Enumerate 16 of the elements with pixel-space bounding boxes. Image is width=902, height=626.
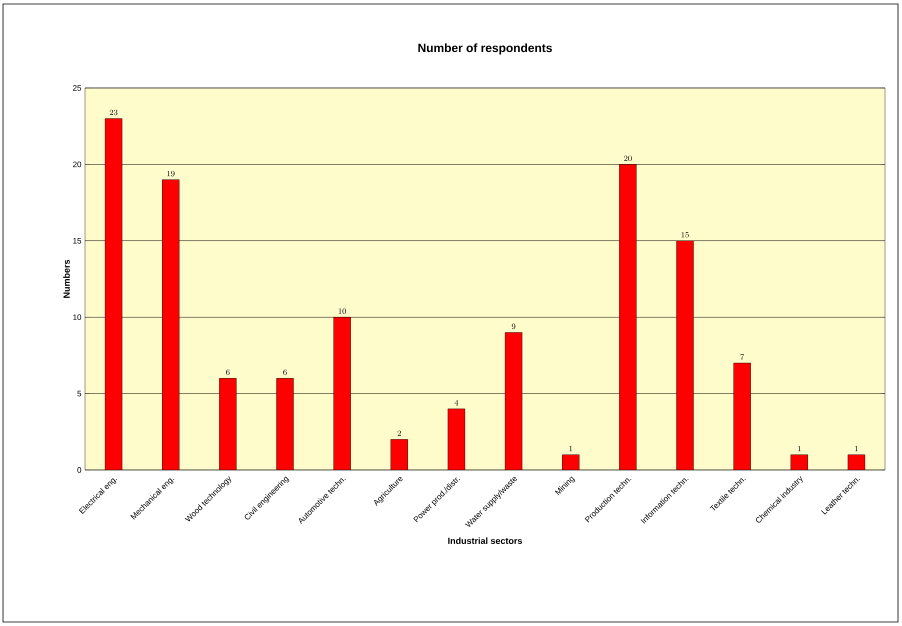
bar [333, 316, 351, 470]
bar [448, 408, 466, 470]
bar [619, 164, 637, 470]
bar [733, 362, 751, 470]
bar [504, 332, 522, 470]
bar [790, 454, 808, 470]
x-axis-title: Industrial sectors [448, 537, 522, 544]
chart-title: Number of respondents [418, 43, 552, 54]
y-axis-title: Numbers [63, 260, 70, 298]
bar [104, 118, 122, 470]
bar [219, 378, 237, 470]
bar [390, 439, 408, 470]
bar [676, 240, 694, 470]
bar [276, 378, 294, 470]
bar [562, 454, 580, 470]
bar [162, 179, 180, 470]
